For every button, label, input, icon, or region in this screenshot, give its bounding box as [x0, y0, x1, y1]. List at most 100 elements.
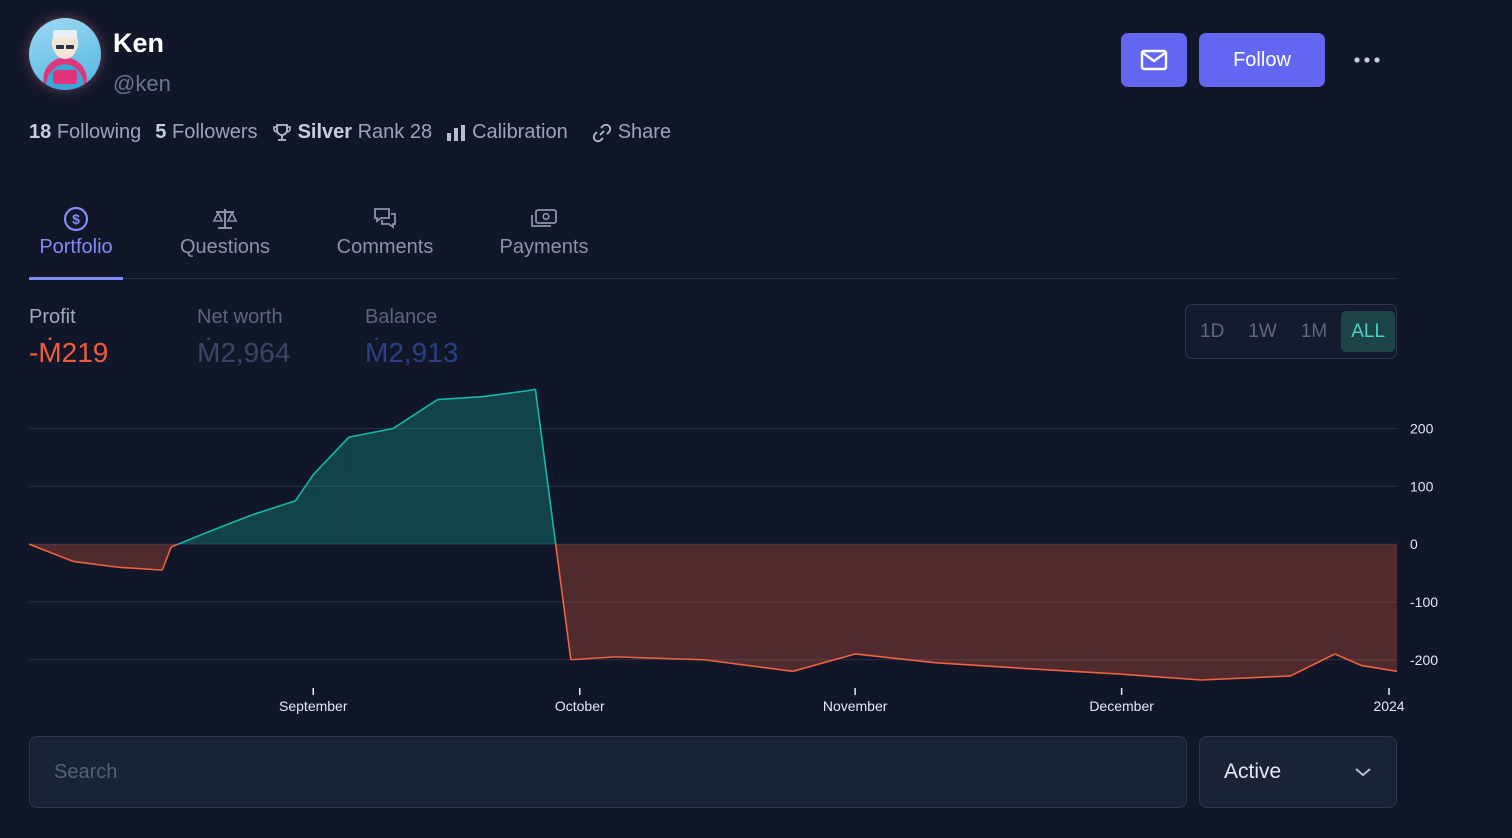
profit-line-negative: [935, 661, 1024, 670]
profile-handle: @ken: [113, 71, 171, 96]
profit-line-negative: [1290, 653, 1336, 677]
profit-line-negative: [792, 653, 856, 673]
y-tick-label: 200: [1410, 420, 1434, 436]
x-tick-label: October: [555, 698, 605, 714]
profit-line-negative: [73, 560, 118, 569]
profit-line-negative: [855, 653, 936, 664]
x-tick-label: September: [279, 698, 348, 714]
more-options-button[interactable]: [1345, 42, 1389, 78]
svg-text:$: $: [72, 211, 80, 227]
following-label: Following: [56, 121, 142, 143]
profit-area-negative: [615, 544, 705, 660]
following-count: 18: [29, 121, 52, 143]
profit-line-positive: [437, 395, 483, 401]
rank-link[interactable]: Silver Rank 28: [272, 121, 432, 144]
net-worth-value: Ṁ2,964: [197, 337, 291, 368]
share-label: Share: [617, 121, 672, 143]
message-button[interactable]: [1121, 33, 1187, 87]
profit-area-positive: [295, 474, 314, 545]
calibration-link[interactable]: Calibration: [446, 121, 568, 144]
bar-chart-icon: [447, 124, 466, 141]
tab-portfolio[interactable]: $ Portfolio: [29, 200, 123, 280]
profit-area-negative: [1334, 544, 1362, 666]
tab-payments-label: Payments: [499, 236, 589, 258]
ellipsis-icon: [1354, 57, 1380, 63]
profit-metric[interactable]: Profit -Ṁ219: [29, 306, 108, 369]
profit-area-negative: [1361, 544, 1397, 672]
profit-line-negative: [554, 544, 572, 660]
profit-line-negative: [615, 656, 705, 661]
profit-line-negative: [170, 543, 179, 548]
status-select[interactable]: Active: [1199, 736, 1397, 808]
profit-area-negative: [570, 544, 616, 660]
tab-comments[interactable]: Comments: [333, 200, 437, 279]
profit-label: Profit: [29, 306, 76, 328]
profit-line-positive: [294, 474, 314, 502]
net-worth-label: Net worth: [197, 306, 283, 328]
profile-tabs: $ Portfolio Questions Comments Payments: [29, 200, 1397, 280]
profit-area-positive: [482, 390, 527, 545]
avatar[interactable]: [29, 18, 101, 90]
balance-metric[interactable]: Balance Ṁ2,913: [365, 306, 458, 369]
trophy-icon: [272, 123, 291, 141]
cash-icon: [531, 209, 557, 227]
profit-line-negative: [117, 566, 163, 571]
y-tick-label: 100: [1410, 478, 1434, 494]
followers-label: Followers: [171, 121, 258, 143]
tab-questions[interactable]: Questions: [177, 200, 273, 279]
tab-payments[interactable]: Payments: [498, 200, 590, 279]
y-tick-label: -100: [1410, 594, 1438, 610]
profit-area-positive: [437, 396, 483, 545]
profit-area-negative: [1290, 544, 1335, 676]
profit-area-positive: [313, 437, 349, 545]
profit-line-positive: [526, 388, 536, 392]
time-range-selector: 1D 1W 1M ALL: [1185, 304, 1397, 359]
calibration-label: Calibration: [472, 121, 568, 143]
profit-value: -Ṁ219: [29, 337, 109, 368]
range-1w-button[interactable]: 1W: [1248, 320, 1277, 342]
profit-area-positive: [206, 515, 252, 545]
avatar-illustration-icon: [45, 30, 85, 90]
followers-link[interactable]: 5 Followers: [155, 121, 257, 144]
profit-line-negative: [704, 658, 794, 673]
profit-area-positive: [348, 428, 394, 545]
balance-value: Ṁ2,913: [365, 337, 459, 368]
profit-line-negative: [1121, 673, 1202, 681]
search-input[interactable]: [29, 736, 1187, 808]
profit-line-negative: [1334, 653, 1362, 667]
y-tick-label: -200: [1410, 652, 1438, 668]
profit-line-negative: [28, 543, 74, 563]
dollar-circle-icon: $: [63, 206, 89, 232]
profit-line-negative: [161, 546, 172, 571]
profit-line-positive: [250, 499, 296, 516]
range-all-button[interactable]: ALL: [1341, 311, 1396, 352]
profit-line-negative: [1361, 664, 1398, 673]
following-link[interactable]: 18 Following: [29, 121, 141, 144]
profit-area-negative: [1201, 544, 1291, 680]
y-tick-label: 0: [1410, 536, 1418, 552]
profit-line-positive: [206, 514, 252, 534]
range-1d-button[interactable]: 1D: [1200, 320, 1225, 342]
profit-area-negative: [1023, 544, 1122, 675]
net-worth-metric[interactable]: Net worth Ṁ2,964: [197, 306, 290, 369]
x-tick-label: November: [823, 698, 888, 714]
profit-line-negative: [570, 656, 616, 661]
range-1m-button[interactable]: 1M: [1300, 320, 1328, 342]
profit-line-positive: [481, 390, 527, 398]
x-tick-label: December: [1089, 698, 1154, 714]
follow-button[interactable]: Follow: [1199, 33, 1325, 87]
status-select-value: Active: [1224, 760, 1282, 783]
chevron-down-icon: [1355, 768, 1371, 777]
profit-area-negative: [704, 544, 793, 672]
profit-line-positive: [534, 389, 557, 545]
profit-chart[interactable]: 200 100 0 -100 -200 September October November D…: [0, 380, 1512, 720]
profit-line-positive: [348, 427, 394, 438]
mail-icon: [1140, 49, 1168, 71]
balance-label: Balance: [365, 306, 438, 328]
profit-area-negative: [117, 544, 163, 571]
profit-area-positive: [535, 389, 556, 545]
rank-tier: Silver: [297, 121, 353, 143]
profit-line-negative: [1023, 667, 1122, 676]
share-link[interactable]: Share: [592, 121, 671, 144]
profit-line-positive: [177, 531, 207, 545]
